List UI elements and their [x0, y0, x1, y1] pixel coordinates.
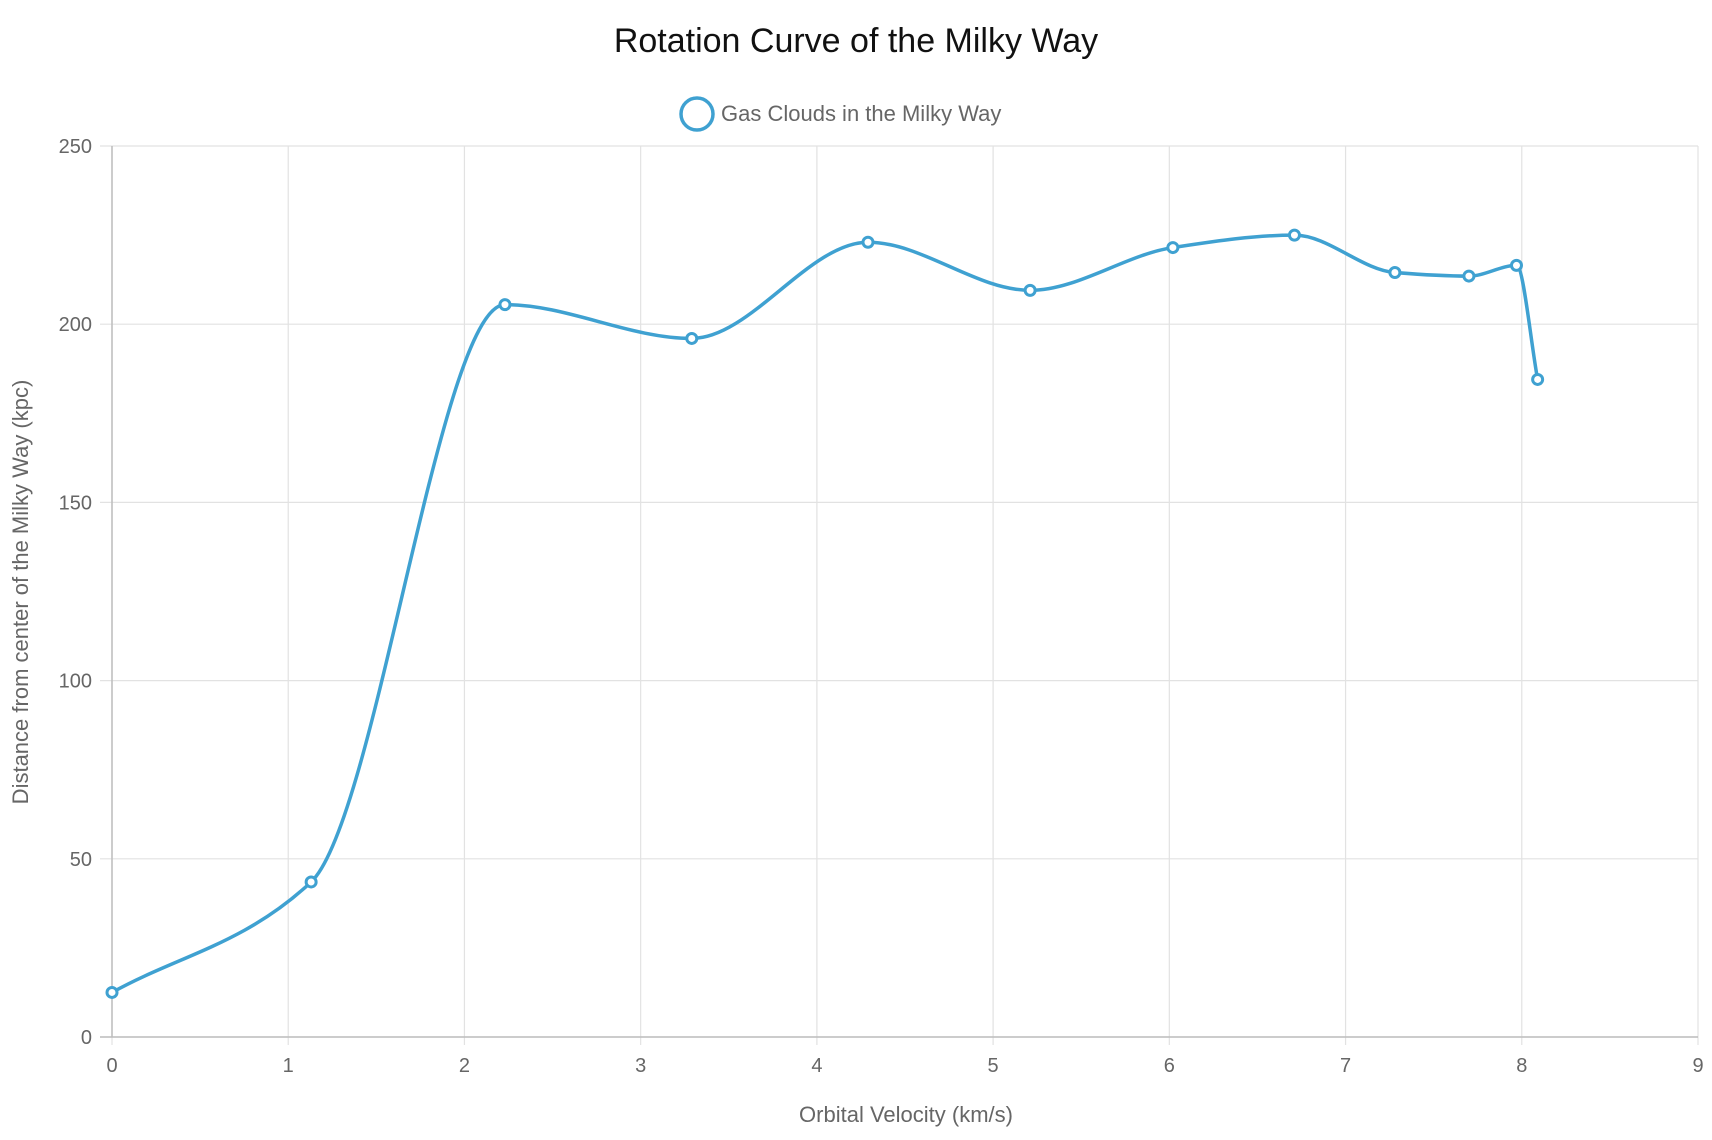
data-point[interactable]	[304, 875, 318, 889]
series-line	[111, 233, 1540, 994]
x-tick-label: 7	[1340, 1055, 1351, 1077]
data-point[interactable]	[1388, 266, 1402, 280]
data-point[interactable]	[1509, 258, 1523, 272]
legend[interactable]: Gas Clouds in the Milky Way	[679, 96, 1001, 132]
x-tick-label: 4	[811, 1055, 822, 1077]
data-point[interactable]	[105, 985, 119, 999]
x-tick-label: 1	[283, 1055, 294, 1077]
x-tick-label: 9	[1692, 1055, 1703, 1077]
data-point[interactable]	[861, 235, 875, 249]
series	[105, 228, 1545, 999]
y-tick-label: 50	[70, 849, 92, 871]
y-tick-label: 0	[81, 1027, 92, 1049]
x-tick-label: 3	[635, 1055, 646, 1077]
data-point[interactable]	[1023, 283, 1037, 297]
x-tick-label: 2	[459, 1055, 470, 1077]
data-point[interactable]	[1166, 241, 1180, 255]
x-tick-label: 8	[1516, 1055, 1527, 1077]
y-tick-label: 250	[59, 136, 92, 158]
grid	[100, 145, 1699, 1045]
data-point[interactable]	[1531, 372, 1545, 386]
data-point[interactable]	[498, 298, 512, 312]
x-axis-title: Orbital Velocity (km/s)	[799, 1102, 1013, 1127]
legend-marker	[679, 96, 715, 132]
x-tick-label: 0	[106, 1055, 117, 1077]
chart-title: Rotation Curve of the Milky Way	[614, 22, 1098, 60]
x-tick-label: 6	[1164, 1055, 1175, 1077]
legend-label: Gas Clouds in the Milky Way	[721, 101, 1001, 126]
axes	[100, 146, 1698, 1038]
y-tick-label: 200	[59, 314, 92, 336]
y-tick-label: 100	[59, 671, 92, 693]
tick-labels: 0 1 2 3 4 5 6 7 8 9 0 50 100 150 200 250	[59, 136, 1704, 1077]
data-point[interactable]	[1462, 269, 1476, 283]
y-tick-label: 150	[59, 492, 92, 514]
data-point[interactable]	[685, 331, 699, 345]
data-point[interactable]	[1287, 228, 1301, 242]
y-axis-title: Distance from center of the Milky Way (k…	[8, 380, 33, 805]
x-tick-label: 5	[988, 1055, 999, 1077]
